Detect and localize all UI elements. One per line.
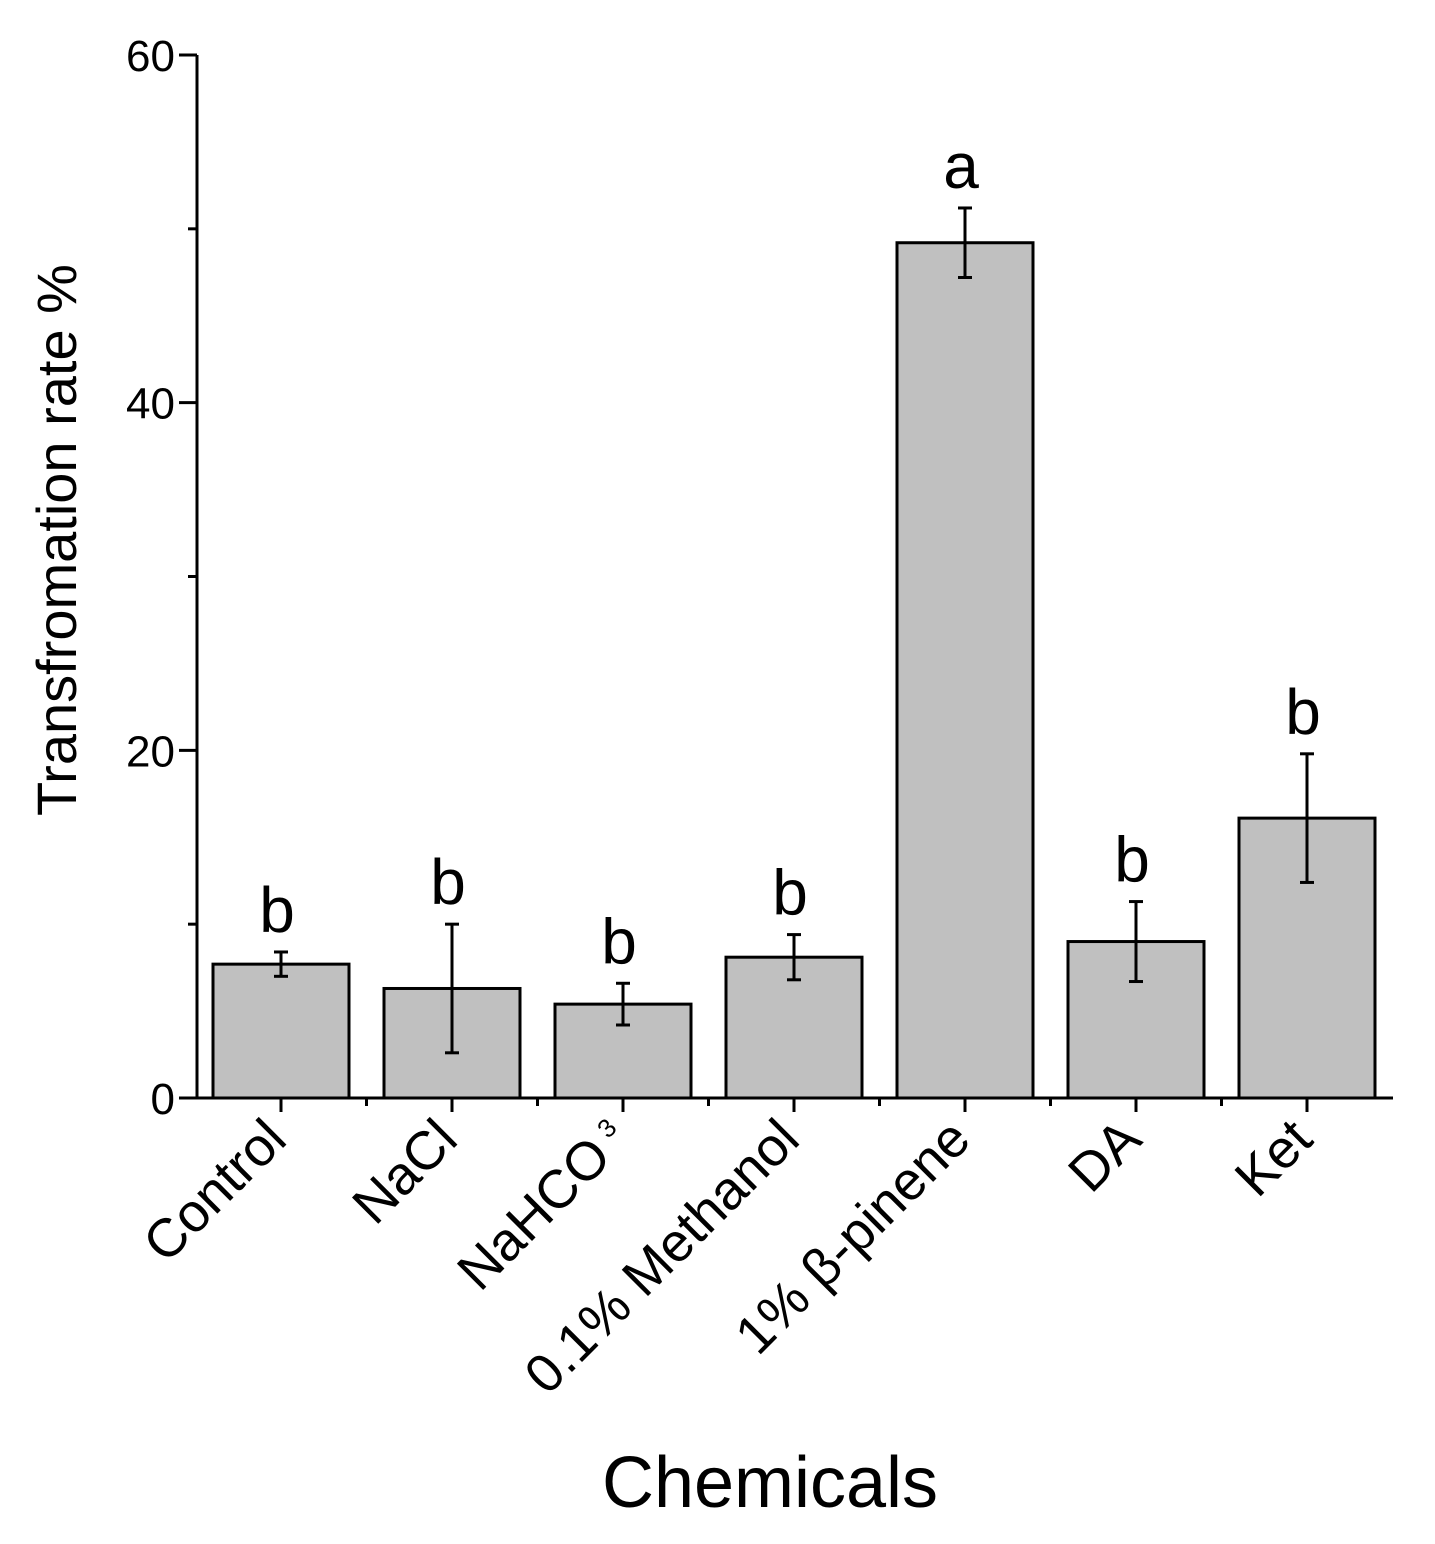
significance-letter: b xyxy=(772,857,808,929)
bars-layer xyxy=(211,206,1377,1100)
significance-letter: b xyxy=(1114,824,1150,896)
bar xyxy=(895,241,1035,1100)
y-tick-label: 60 xyxy=(126,32,175,81)
significance-letter: a xyxy=(943,130,979,202)
x-tick-label: NaCl xyxy=(341,1108,468,1235)
significance-letter: b xyxy=(259,874,295,946)
significance-letter: b xyxy=(601,905,637,977)
y-axis-title: Transfromation rate % xyxy=(25,264,88,816)
y-tick-label: 40 xyxy=(126,380,175,429)
x-tick-label: Ket xyxy=(1224,1108,1324,1208)
significance-letter: b xyxy=(430,846,466,918)
x-axis-title: Chemicals xyxy=(602,1443,938,1523)
bar xyxy=(211,962,351,1100)
x-tick-label: DA xyxy=(1057,1108,1152,1203)
y-tick-label: 20 xyxy=(126,727,175,776)
x-tick-subscript: 3 xyxy=(591,1112,622,1143)
significance-letter: b xyxy=(1285,676,1321,748)
x-tick-label: Control xyxy=(132,1108,298,1274)
bar xyxy=(1237,816,1377,1100)
y-tick-label: 0 xyxy=(151,1075,175,1124)
